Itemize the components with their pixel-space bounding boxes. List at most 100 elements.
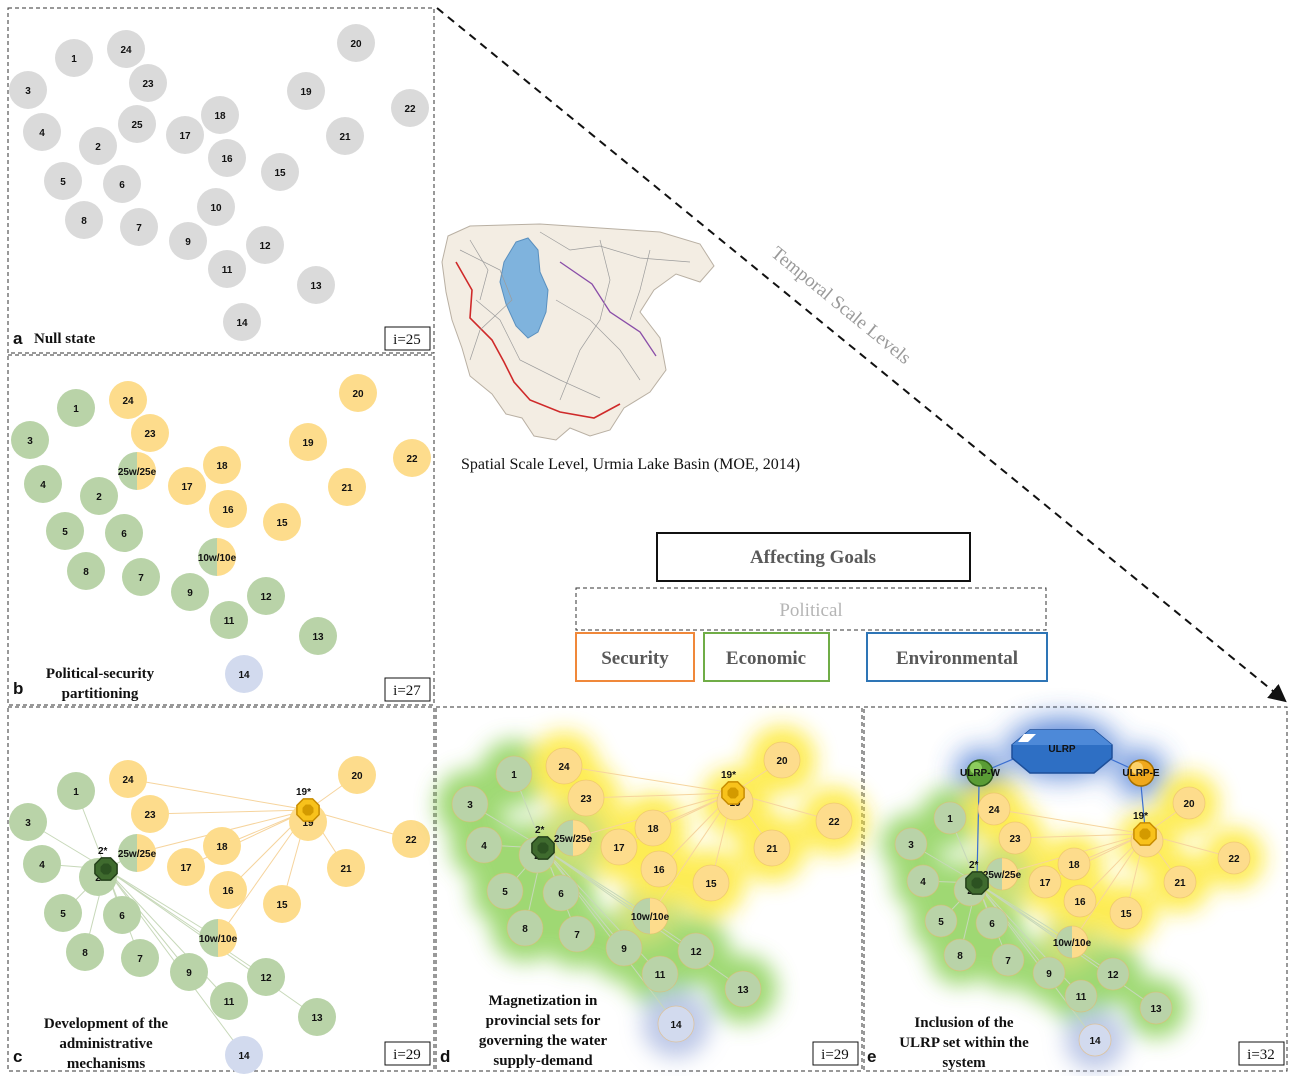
link-green <box>976 882 1073 943</box>
green-hub-label: 2* <box>98 846 108 857</box>
node-label: 24 <box>988 805 1000 816</box>
node-label: 7 <box>136 223 142 234</box>
node-circle <box>486 872 524 910</box>
node-circle <box>24 465 62 503</box>
panel-b-letter: b <box>13 679 23 698</box>
ulrp-node: ULRP <box>1011 729 1113 774</box>
node-23: 23 <box>129 64 167 102</box>
node-3: 3 <box>11 421 49 459</box>
node-circle <box>338 756 376 794</box>
node-circle <box>23 845 61 883</box>
node-22: 22 <box>391 89 429 127</box>
node-label: 23 <box>144 810 156 821</box>
node-label: 8 <box>957 951 963 962</box>
panel-c-title-2: administrative <box>59 1036 153 1052</box>
panel-c-title-3: mechanisms <box>67 1056 145 1072</box>
panel-d-network: 12345678910w/10e111213141516171819202122… <box>435 725 869 1059</box>
affecting-goals-box <box>656 532 971 582</box>
node-circle <box>1032 956 1066 990</box>
node-1: 1 <box>495 755 533 793</box>
yellow-hub-label: 19* <box>296 787 311 798</box>
green-hub: 2* <box>965 860 989 895</box>
node-label: 21 <box>340 864 352 875</box>
node-circle <box>1028 865 1062 899</box>
node-label: 14 <box>670 1020 682 1031</box>
node-label: 18 <box>647 824 659 835</box>
panel-d-letter: d <box>440 1047 450 1066</box>
node-circle <box>170 953 208 991</box>
node-circle <box>1139 991 1173 1025</box>
node-label: 13 <box>1150 1004 1162 1015</box>
red-boundary <box>455 261 621 419</box>
link-green <box>105 868 190 973</box>
node-circle <box>1063 884 1097 918</box>
node-circle <box>44 162 82 200</box>
node-label: 24 <box>558 762 570 773</box>
temporal-arrow <box>436 7 1287 703</box>
node-label: 16 <box>1074 897 1086 908</box>
node-7: 7 <box>558 915 596 953</box>
node-circle <box>506 909 544 947</box>
node-label: 24 <box>122 396 134 407</box>
panel-b-iter: i=27 <box>393 683 421 699</box>
node-circle <box>495 755 533 793</box>
panel-a-title: Null state <box>34 331 96 347</box>
node-label: 17 <box>180 863 192 874</box>
economic-box <box>703 632 830 682</box>
node-25: 25w/25e <box>118 834 157 872</box>
panel-e-letter: e <box>867 1047 876 1066</box>
node-circle <box>46 512 84 550</box>
node-circle <box>203 446 241 484</box>
node-label: 1 <box>71 54 77 65</box>
node-label: 6 <box>119 911 125 922</box>
node-label: 4 <box>39 860 45 871</box>
node-circle <box>80 477 118 515</box>
ulrp-e-label: ULRP-E <box>1122 768 1160 779</box>
yellow-hub: 19* <box>1133 811 1157 846</box>
node-label: 17 <box>613 843 625 854</box>
node-circle <box>1109 896 1143 930</box>
node-4: 4 <box>23 845 61 883</box>
node-circle <box>998 821 1032 855</box>
lake-shape <box>499 237 549 339</box>
node-20: 20 <box>339 374 377 412</box>
node-23: 23 <box>131 795 169 833</box>
node-label: 14 <box>238 1051 250 1062</box>
node-label: 23 <box>142 79 154 90</box>
node-circle <box>9 71 47 109</box>
node-21: 21 <box>327 849 365 887</box>
node-circle <box>210 982 248 1020</box>
node-2: 2 <box>80 477 118 515</box>
node-circle <box>451 785 489 823</box>
node-12: 12 <box>247 958 285 996</box>
node-label: 14 <box>1089 1036 1101 1047</box>
node-circle <box>105 514 143 552</box>
node-label: 16 <box>222 886 234 897</box>
node-21: 21 <box>328 468 366 506</box>
node-label: 1 <box>73 787 79 798</box>
node-18: 18 <box>201 96 239 134</box>
node-25: 25w/25e <box>118 452 157 490</box>
node-20: 20 <box>338 756 376 794</box>
node-circle <box>131 414 169 452</box>
node-circle <box>298 998 336 1036</box>
ulrp-e-node: ULRP-E <box>1122 759 1160 787</box>
node-circle <box>118 834 156 872</box>
spatial-caption: Spatial Scale Level, Urmia Lake Basin (M… <box>461 456 800 473</box>
node-circle <box>327 849 365 887</box>
node-label: 16 <box>222 505 234 516</box>
node-circle <box>1055 925 1089 959</box>
node-circle <box>199 919 237 957</box>
node-16: 16 <box>1063 884 1097 918</box>
node-circle <box>171 573 209 611</box>
node-label: 22 <box>406 454 418 465</box>
node-5: 5 <box>44 894 82 932</box>
node-circle <box>1096 957 1130 991</box>
node-circle <box>57 772 95 810</box>
link-green <box>542 847 697 952</box>
node-label: 10w/10e <box>631 912 670 923</box>
node-label: 5 <box>62 527 68 538</box>
node-17: 17 <box>600 828 638 866</box>
